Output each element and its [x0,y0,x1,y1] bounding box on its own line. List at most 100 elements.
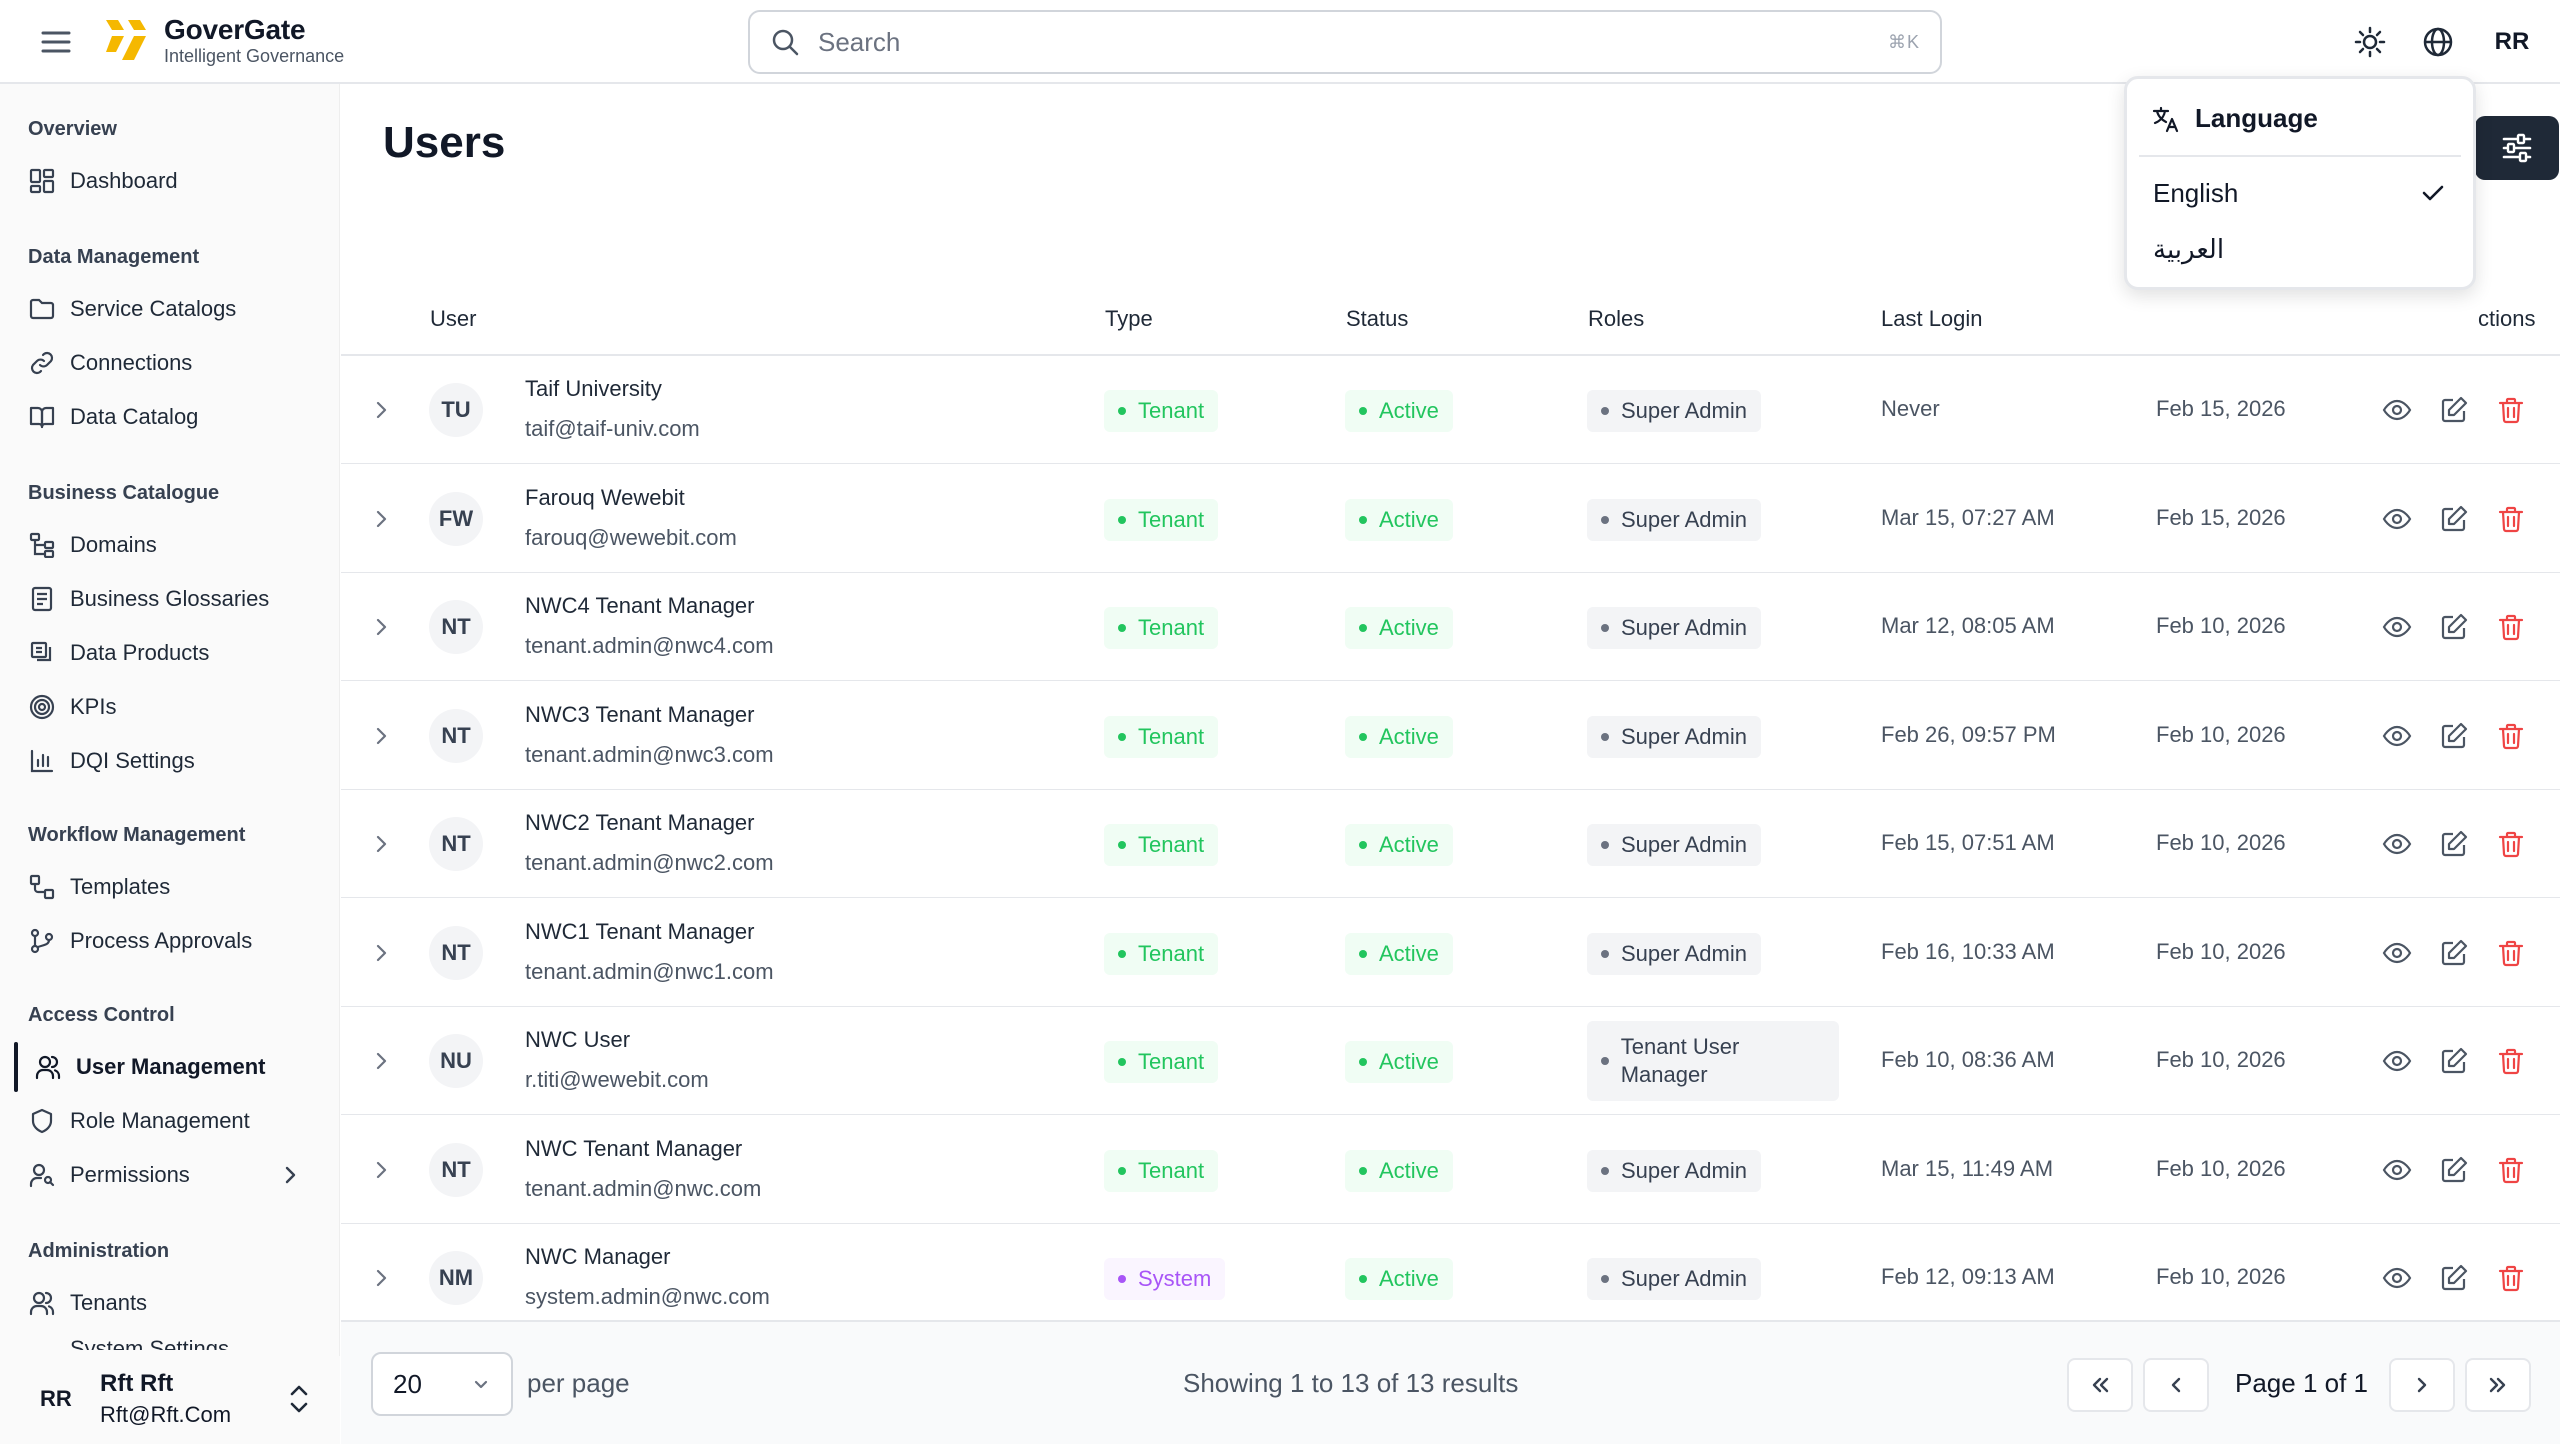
edit-icon[interactable] [2438,611,2470,643]
delete-trash-icon[interactable] [2495,720,2527,752]
column-type[interactable]: Type [1105,306,1153,331]
sidebar-item-system-settings[interactable]: System Settings [70,1336,229,1350]
last-page-button[interactable] [2465,1358,2531,1412]
first-page-button[interactable] [2067,1358,2133,1412]
edit-icon[interactable] [2438,828,2470,860]
expand-row-chevron-icon[interactable] [367,396,395,424]
table-row[interactable]: NT NWC4 Tenant Manager tenant.admin@nwc4.c… [341,573,2560,681]
workflow-icon [28,873,56,901]
filter-button[interactable] [2475,116,2559,180]
table-row[interactable]: NT NWC3 Tenant Manager tenant.admin@nwc3.c… [341,682,2560,790]
next-page-button[interactable] [2389,1358,2455,1412]
view-eye-icon[interactable] [2381,394,2413,426]
user-email: system.admin@nwc.com [525,1284,770,1309]
search-shortcut: ⌘K [1887,31,1920,52]
expand-row-chevron-icon[interactable] [367,939,395,967]
delete-trash-icon[interactable] [2495,503,2527,535]
expand-row-chevron-icon[interactable] [367,505,395,533]
edit-icon[interactable] [2438,503,2470,535]
book-icon [28,403,56,431]
view-eye-icon[interactable] [2381,611,2413,643]
delete-trash-icon[interactable] [2495,1154,2527,1186]
delete-trash-icon[interactable] [2495,1262,2527,1294]
type-badge: Tenant [1104,932,1219,975]
expand-row-chevron-icon[interactable] [367,722,395,750]
sidebar-item-templates[interactable]: Templates [16,864,322,910]
sidebar-item-service-catalogs[interactable]: Service Catalogs [16,286,322,332]
column-user[interactable]: User [430,306,477,331]
section-title-access-control: Access Control [28,1004,175,1026]
expand-row-chevron-icon[interactable] [367,1264,395,1292]
sidebar-item-process-approvals[interactable]: Process Approvals [16,918,322,964]
sidebar-item-dashboard[interactable]: Dashboard [16,158,322,204]
section-title-data-management: Data Management [28,246,200,268]
view-eye-icon[interactable] [2381,1262,2413,1294]
view-eye-icon[interactable] [2381,1045,2413,1077]
previous-page-button[interactable] [2143,1358,2209,1412]
language-option-arabic[interactable]: العربية [2153,233,2225,264]
role-badge: Super Admin [1587,824,1761,866]
sidebar-item-business-glossaries[interactable]: Business Glossaries [16,576,322,622]
sidebar-item-data-catalog[interactable]: Data Catalog [16,394,322,440]
table-row[interactable]: NT NWC2 Tenant Manager tenant.admin@nwc2.c… [341,790,2560,898]
delete-trash-icon[interactable] [2495,828,2527,860]
chevrons-up-down-icon[interactable] [284,1382,314,1416]
delete-trash-icon[interactable] [2495,937,2527,969]
status-badge: Active [1345,607,1453,649]
sidebar-item-domains[interactable]: Domains [16,522,322,568]
per-page-select[interactable]: 20 [371,1352,513,1416]
created-date: Feb 10, 2026 [2156,721,2286,747]
sidebar-item-tenants[interactable]: Tenants [16,1280,322,1326]
expand-row-chevron-icon[interactable] [367,613,395,641]
edit-icon[interactable] [2438,1045,2470,1077]
theme-toggle-sun-icon[interactable] [2350,22,2390,62]
expand-row-chevron-icon[interactable] [367,830,395,858]
view-eye-icon[interactable] [2381,503,2413,535]
delete-trash-icon[interactable] [2495,394,2527,426]
translate-icon [2151,104,2181,134]
table-row[interactable]: FW Farouq Wewebit farouq@wewebit.com Tenant… [341,465,2560,573]
chevrons-right-icon [2489,1377,2506,1393]
user-avatar[interactable]: RR [2494,28,2530,55]
hamburger-menu-icon[interactable] [38,24,74,60]
delete-trash-icon[interactable] [2495,611,2527,643]
role-badge: Super Admin [1587,498,1761,541]
edit-icon[interactable] [2438,1154,2470,1186]
sidebar-item-role-management[interactable]: Role Management [16,1098,322,1144]
sidebar-item-kpis[interactable]: KPIs [16,684,322,730]
view-eye-icon[interactable] [2381,1154,2413,1186]
table-row[interactable]: NU NWC User r.titi@wewebit.com Tenant Active… [341,1007,2560,1115]
column-status[interactable]: Status [1346,306,1409,331]
status-badge: Active [1345,1149,1453,1192]
table-row[interactable]: NM NWC Manager system.admin@nwc.com System A… [341,1224,2560,1332]
footer-user-email: Rft@Rft.Com [100,1402,232,1427]
edit-icon[interactable] [2438,937,2470,969]
search-input[interactable]: Search ⌘K [748,10,1942,74]
language-option-english[interactable]: English [2139,165,2461,221]
delete-trash-icon[interactable] [2495,1045,2527,1077]
expand-row-chevron-icon[interactable] [367,1047,395,1075]
view-eye-icon[interactable] [2381,720,2413,752]
language-globe-icon[interactable] [2418,22,2458,62]
sidebar-item-data-products[interactable]: Data Products [16,630,322,676]
sidebar-user-footer[interactable]: RR Rft Rft Rft@Rft.Com [0,1356,340,1444]
table-row[interactable]: NT NWC1 Tenant Manager tenant.admin@nwc1.c… [341,899,2560,1007]
expand-row-chevron-icon[interactable] [367,1156,395,1184]
edit-icon[interactable] [2438,1262,2470,1294]
chevron-right-icon [278,1163,302,1187]
edit-icon[interactable] [2438,394,2470,426]
user-email: taif@taif-univ.com [525,416,700,441]
brand-name: GoverGate [164,14,306,45]
sidebar-item-connections[interactable]: Connections [16,340,322,386]
column-last-login[interactable]: Last Login [1881,306,1983,331]
sidebar-item-permissions[interactable]: Permissions [16,1152,322,1198]
table-row[interactable]: TU Taif University taif@taif-univ.com Tenan… [341,356,2560,464]
table-row[interactable]: NT NWC Tenant Manager tenant.admin@nwc.com… [341,1116,2560,1224]
user-name: NWC Manager [525,1244,671,1269]
view-eye-icon[interactable] [2381,937,2413,969]
sidebar-item-dqi-settings[interactable]: DQI Settings [16,738,322,784]
column-roles[interactable]: Roles [1588,306,1645,331]
view-eye-icon[interactable] [2381,828,2413,860]
sidebar-item-user-management[interactable]: User Management [22,1044,328,1090]
edit-icon[interactable] [2438,720,2470,752]
